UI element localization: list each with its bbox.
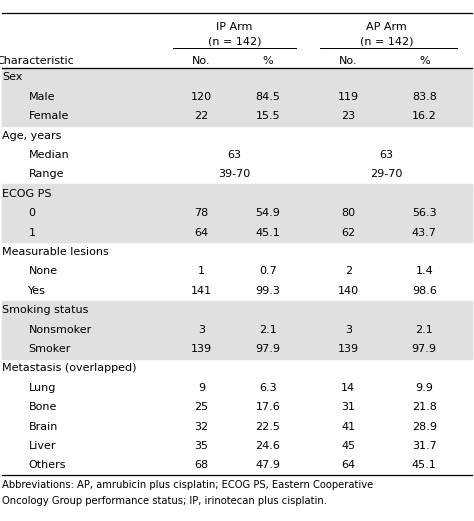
Text: 45: 45 xyxy=(341,441,356,451)
Text: IP Arm: IP Arm xyxy=(217,22,253,32)
Text: Liver: Liver xyxy=(28,441,56,451)
Text: Bone: Bone xyxy=(28,402,57,412)
Text: ECOG PS: ECOG PS xyxy=(2,189,52,199)
Text: Smoker: Smoker xyxy=(28,344,71,354)
Text: 84.5: 84.5 xyxy=(255,92,280,102)
Bar xyxy=(2,204,472,223)
Bar xyxy=(2,68,472,87)
Text: 54.9: 54.9 xyxy=(255,208,280,218)
Text: 16.2: 16.2 xyxy=(412,111,437,121)
Text: 41: 41 xyxy=(341,421,356,432)
Text: 56.3: 56.3 xyxy=(412,208,437,218)
Text: 25: 25 xyxy=(194,402,209,412)
Text: Male: Male xyxy=(28,92,55,102)
Text: 98.6: 98.6 xyxy=(412,286,437,296)
Bar xyxy=(2,339,472,359)
Text: 0: 0 xyxy=(28,208,36,218)
Text: 80: 80 xyxy=(341,208,356,218)
Text: Others: Others xyxy=(28,461,66,470)
Text: 139: 139 xyxy=(191,344,212,354)
Text: 15.5: 15.5 xyxy=(255,111,280,121)
Text: (n = 142): (n = 142) xyxy=(360,36,413,46)
Text: 17.6: 17.6 xyxy=(255,402,280,412)
Text: Brain: Brain xyxy=(28,421,58,432)
Bar xyxy=(2,87,472,106)
Text: Abbreviations: AP, amrubicin plus cisplatin; ECOG PS, Eastern Cooperative: Abbreviations: AP, amrubicin plus cispla… xyxy=(2,480,374,490)
Text: Nonsmoker: Nonsmoker xyxy=(28,325,91,334)
Text: 0.7: 0.7 xyxy=(259,266,277,277)
Text: Metastasis (overlapped): Metastasis (overlapped) xyxy=(2,364,137,374)
Text: 14: 14 xyxy=(341,383,356,393)
Text: 140: 140 xyxy=(338,286,359,296)
Text: Yes: Yes xyxy=(28,286,46,296)
Text: Median: Median xyxy=(28,150,69,160)
Text: 39-70: 39-70 xyxy=(219,169,251,179)
Text: 35: 35 xyxy=(194,441,209,451)
Text: 97.9: 97.9 xyxy=(412,344,437,354)
Text: Smoking status: Smoking status xyxy=(2,305,89,315)
Text: 22: 22 xyxy=(194,111,209,121)
Text: 45.1: 45.1 xyxy=(255,228,280,238)
Text: 31: 31 xyxy=(341,402,356,412)
Text: 6.3: 6.3 xyxy=(259,383,277,393)
Text: 45.1: 45.1 xyxy=(412,461,437,470)
Text: 2.1: 2.1 xyxy=(259,325,277,334)
Text: 1.4: 1.4 xyxy=(415,266,433,277)
Text: 31.7: 31.7 xyxy=(412,441,437,451)
Text: None: None xyxy=(28,266,57,277)
Text: 120: 120 xyxy=(191,92,212,102)
Text: 139: 139 xyxy=(338,344,359,354)
Text: 43.7: 43.7 xyxy=(412,228,437,238)
Text: 28.9: 28.9 xyxy=(412,421,437,432)
Text: 83.8: 83.8 xyxy=(412,92,437,102)
Text: 68: 68 xyxy=(194,461,209,470)
Text: Age, years: Age, years xyxy=(2,131,62,141)
Text: 24.6: 24.6 xyxy=(255,441,280,451)
Bar xyxy=(2,301,472,320)
Text: 21.8: 21.8 xyxy=(412,402,437,412)
Text: Lung: Lung xyxy=(28,383,56,393)
Text: 64: 64 xyxy=(194,228,209,238)
Text: Oncology Group performance status; IP, irinotecan plus cisplatin.: Oncology Group performance status; IP, i… xyxy=(2,496,328,506)
Text: 64: 64 xyxy=(341,461,356,470)
Text: Measurable lesions: Measurable lesions xyxy=(2,247,109,257)
Text: 78: 78 xyxy=(194,208,209,218)
Text: 63: 63 xyxy=(228,150,242,160)
Text: 9.9: 9.9 xyxy=(415,383,433,393)
Text: 2.1: 2.1 xyxy=(415,325,433,334)
Text: 2: 2 xyxy=(345,266,352,277)
Text: 1: 1 xyxy=(28,228,36,238)
Text: Characteristic: Characteristic xyxy=(0,56,74,66)
Text: Range: Range xyxy=(28,169,64,179)
Text: 3: 3 xyxy=(345,325,352,334)
Text: 63: 63 xyxy=(379,150,393,160)
Text: 99.3: 99.3 xyxy=(255,286,280,296)
Bar xyxy=(2,184,472,204)
Text: AP Arm: AP Arm xyxy=(366,22,407,32)
Text: 97.9: 97.9 xyxy=(255,344,280,354)
Text: (n = 142): (n = 142) xyxy=(208,36,261,46)
Bar xyxy=(2,223,472,242)
Text: %: % xyxy=(263,56,273,66)
Text: 23: 23 xyxy=(341,111,356,121)
Text: 29-70: 29-70 xyxy=(370,169,402,179)
Text: No.: No. xyxy=(192,56,211,66)
Text: 22.5: 22.5 xyxy=(255,421,280,432)
Text: 3: 3 xyxy=(198,325,205,334)
Text: No.: No. xyxy=(339,56,358,66)
Text: 141: 141 xyxy=(191,286,212,296)
Bar xyxy=(2,106,472,126)
Text: Sex: Sex xyxy=(2,72,23,82)
Text: 9: 9 xyxy=(198,383,205,393)
Text: %: % xyxy=(419,56,429,66)
Text: Female: Female xyxy=(28,111,69,121)
Text: 62: 62 xyxy=(341,228,356,238)
Text: 1: 1 xyxy=(198,266,205,277)
Text: 47.9: 47.9 xyxy=(255,461,280,470)
Text: 32: 32 xyxy=(194,421,209,432)
Bar xyxy=(2,320,472,339)
Text: 119: 119 xyxy=(338,92,359,102)
